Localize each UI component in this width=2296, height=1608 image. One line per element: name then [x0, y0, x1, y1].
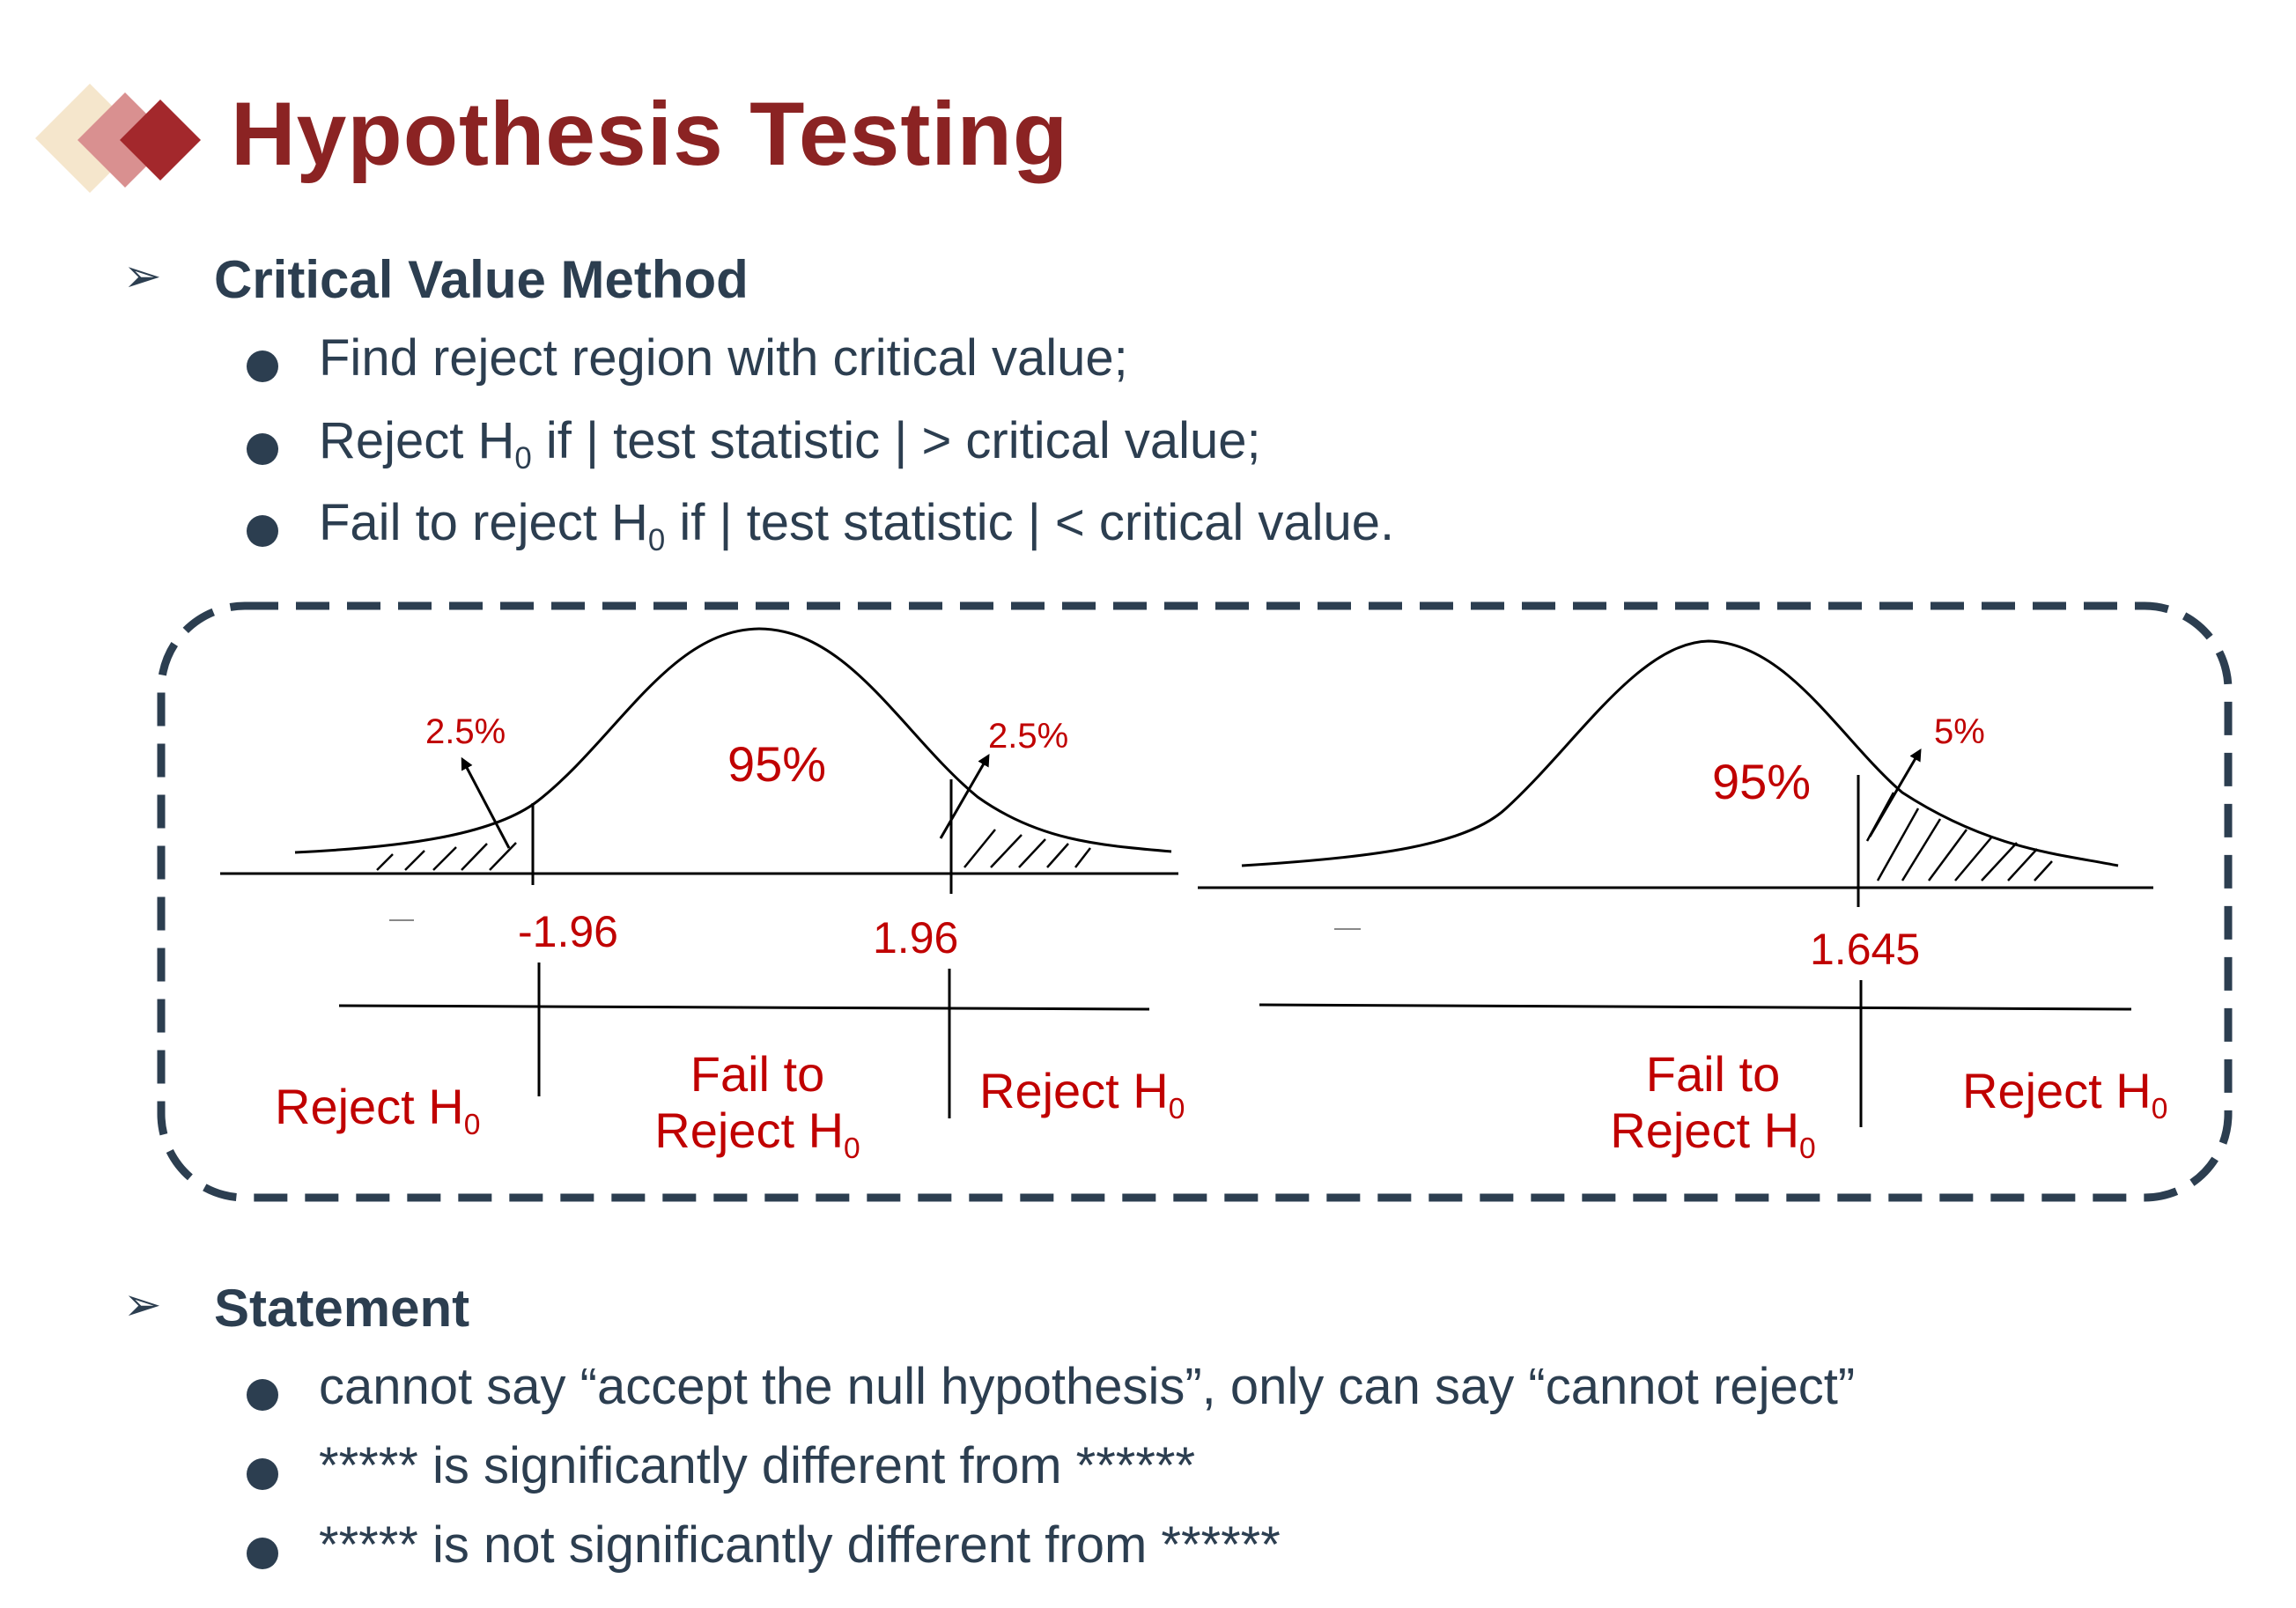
arrow-one-tail	[1868, 748, 1922, 837]
bullet-text: ***** is not significantly different fro…	[319, 1516, 1281, 1574]
fail-to-reject-label-left: Fail to Reject H0	[654, 1046, 860, 1166]
center-percent-right: 95%	[1712, 754, 1812, 809]
right-tail-percent: 2.5%	[988, 717, 1069, 756]
one-tailed-curve-group	[1198, 639, 2153, 1127]
reject-label-left: Reject H0	[275, 1079, 481, 1141]
bullet-text: Reject H0 if | test statistic | > critic…	[319, 412, 1261, 476]
one-tailed-critical-value: 1.645	[1810, 925, 1921, 974]
bullet-dot-icon	[247, 350, 278, 382]
bullet-text: Find reject region with critical value;	[319, 329, 1128, 387]
section-heading: Critical Value Method	[214, 250, 749, 309]
normal-curve-right	[1241, 639, 2119, 867]
left-critical-value: -1.96	[518, 907, 618, 956]
bullet-text: ***** is significantly different from **…	[319, 1437, 1196, 1494]
two-tailed-curve-group	[220, 627, 1178, 1118]
arrow-left-tail	[461, 756, 511, 849]
bullet-dot-icon	[247, 1458, 278, 1490]
reject-label-right: Reject H0	[979, 1063, 1185, 1125]
arrow-bullet-icon: ➢	[123, 1280, 162, 1331]
center-percent-left: 95%	[727, 736, 827, 792]
hatch-left	[376, 842, 517, 871]
arrow-right-tail	[939, 753, 990, 839]
decision-line-right	[1259, 1003, 2132, 1011]
bullet-text: cannot say “accept the null hypothesis”,…	[319, 1358, 1856, 1415]
bullet-dot-icon	[247, 1379, 278, 1411]
bullet-dot-icon	[247, 433, 278, 465]
dashed-border	[157, 601, 2233, 1202]
bullet-text: Fail to reject H0 if | test statistic | …	[319, 494, 1395, 558]
one-tail-percent: 5%	[1934, 712, 1985, 751]
logo-diamonds-icon	[35, 84, 201, 193]
section-heading: Statement	[214, 1279, 470, 1338]
fail-to-reject-label-right: Fail to Reject H0	[1610, 1046, 1816, 1166]
bullet-dot-icon	[247, 1538, 278, 1569]
arrow-bullet-icon: ➢	[123, 251, 162, 302]
left-tail-percent: 2.5%	[425, 712, 506, 751]
reject-label-one-tailed: Reject H0	[1962, 1063, 2168, 1125]
bullet-dot-icon	[247, 515, 278, 547]
page-title: Hypothesis Testing	[231, 84, 1069, 184]
normal-curve-left	[294, 627, 1172, 854]
hatch-one-tailed	[1865, 792, 2053, 881]
decision-line-left	[338, 1004, 1150, 1011]
hatch-right	[963, 829, 1091, 868]
right-critical-value: 1.96	[873, 913, 959, 963]
